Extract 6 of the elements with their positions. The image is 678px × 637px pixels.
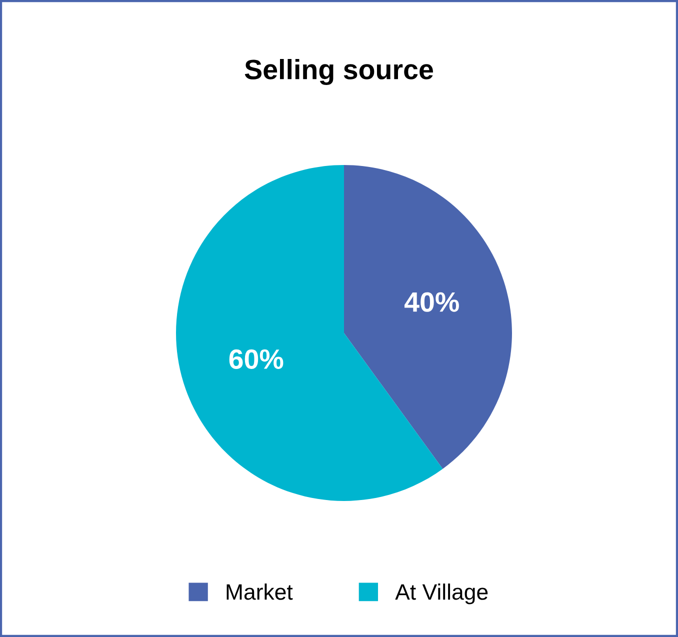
pie-slice	[344, 165, 512, 469]
data-label: 60%	[229, 349, 284, 370]
data-label: 40%	[404, 292, 459, 312]
legend-label: Market	[226, 584, 293, 600]
legend-label: At Village	[395, 584, 488, 604]
chart-title: Selling source	[244, 58, 433, 86]
